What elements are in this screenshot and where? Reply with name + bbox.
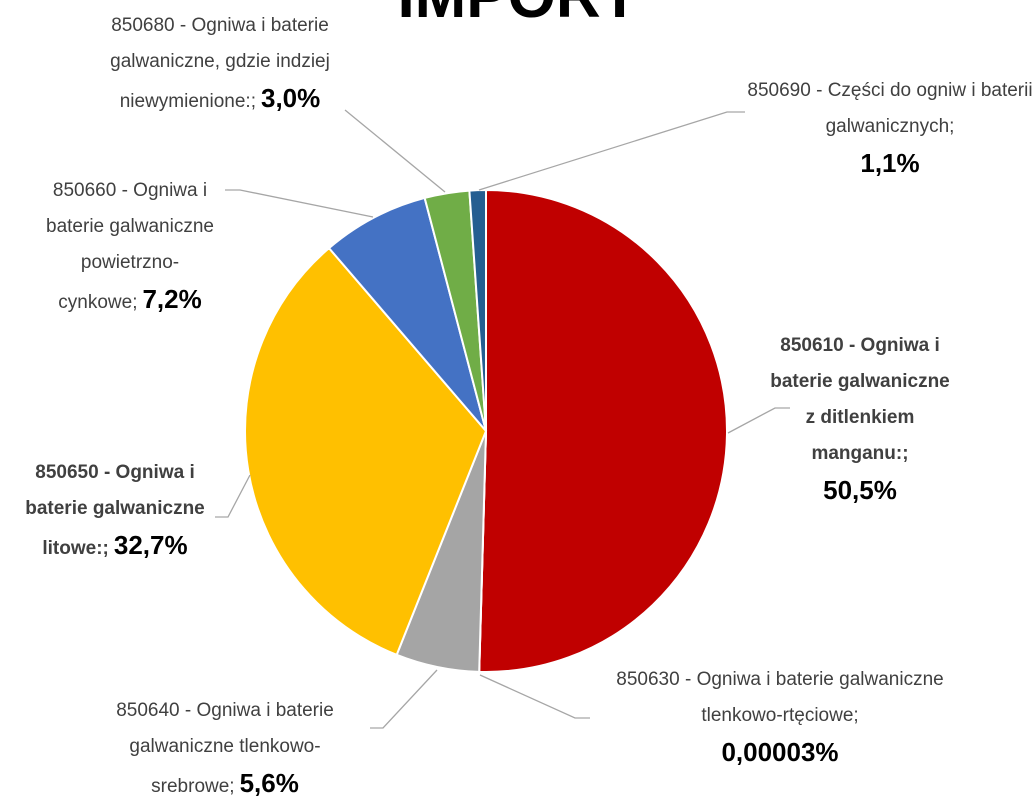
data-label: 850630 - Ogniwa i baterie galwaniczne tl…	[580, 662, 980, 770]
leader-line	[215, 474, 251, 518]
leader-line	[370, 669, 438, 729]
label-value: 50,5%	[823, 475, 897, 505]
label-value: 0,00003%	[721, 737, 839, 767]
label-name: 850660 - Ogniwa i baterie galwaniczne po…	[46, 180, 214, 313]
leader-line	[478, 111, 745, 191]
pie-slice	[327, 196, 487, 432]
data-label: 850660 - Ogniwa i baterie galwaniczne po…	[25, 173, 235, 321]
label-value: 3,0%	[260, 83, 321, 113]
data-label: 850690 - Części do ogniw i baterii galwa…	[740, 73, 1036, 181]
chart-title: IMPORT	[0, 0, 1036, 32]
label-value: 5,6%	[239, 768, 299, 798]
pie-slice	[244, 246, 488, 657]
label-name: 850630 - Ogniwa i baterie galwaniczne tl…	[616, 669, 944, 726]
data-label: 850640 - Ogniwa i baterie galwaniczne tl…	[65, 693, 385, 805]
data-label: 850680 - Ogniwa i baterie galwaniczne, g…	[65, 8, 375, 120]
label-value: 1,1%	[860, 148, 920, 178]
data-label: 850650 - Ogniwa i baterie galwaniczne li…	[15, 455, 215, 567]
leader-line	[344, 109, 446, 193]
leader-line	[727, 407, 790, 434]
label-name: 850680 - Ogniwa i baterie galwaniczne, g…	[110, 15, 330, 112]
label-name: 850610 - Ogniwa i baterie galwaniczne z …	[770, 335, 950, 464]
pie-slice	[468, 188, 487, 432]
leader-line	[479, 674, 590, 719]
data-label: 850610 - Ogniwa i baterie galwaniczne z …	[765, 328, 955, 508]
label-value: 7,2%	[142, 284, 202, 314]
label-value: 32,7%	[113, 530, 188, 560]
label-name: 850690 - Części do ogniw i baterii galwa…	[747, 80, 1033, 137]
label-name: 850650 - Ogniwa i baterie galwaniczne li…	[25, 462, 205, 559]
label-name: 850640 - Ogniwa i baterie galwaniczne tl…	[116, 700, 334, 797]
leader-line	[225, 189, 374, 218]
pie-slice	[478, 188, 728, 673]
